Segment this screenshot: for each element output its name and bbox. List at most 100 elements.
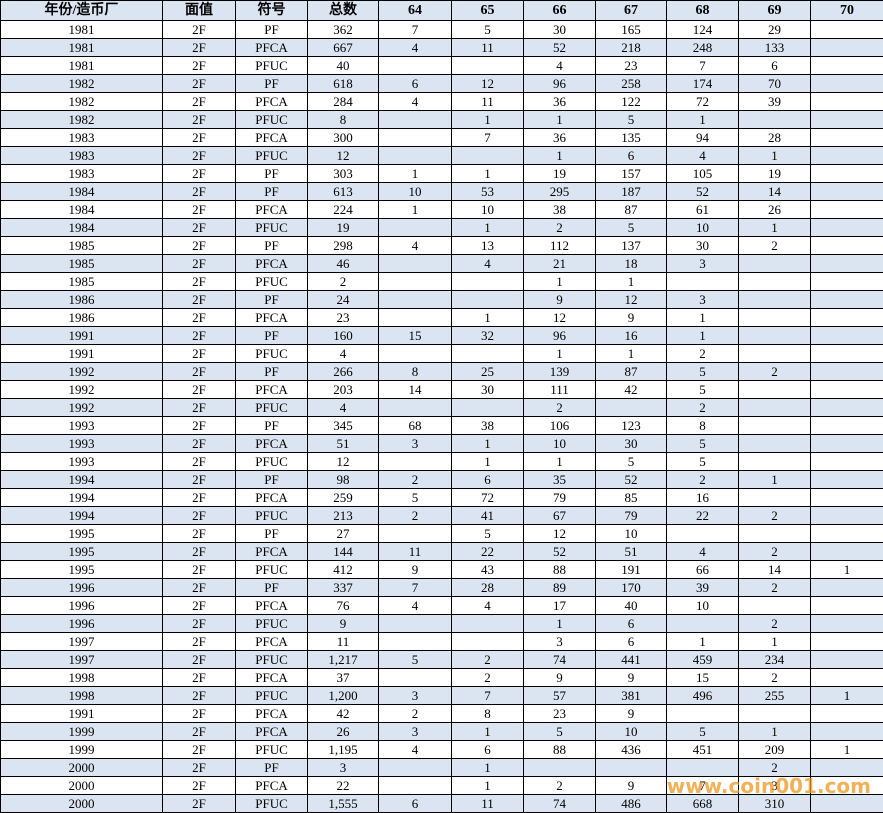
table-cell: 5 bbox=[379, 489, 452, 507]
table-cell: 19 bbox=[739, 165, 811, 183]
table-cell: 2F bbox=[163, 75, 236, 93]
table-cell: 105 bbox=[667, 165, 739, 183]
table-cell: 2F bbox=[163, 39, 236, 57]
table-cell: 1998 bbox=[1, 687, 163, 705]
table-cell: 26 bbox=[739, 201, 811, 219]
table-cell: 4 bbox=[452, 597, 524, 615]
table-cell: 1 bbox=[452, 777, 524, 795]
table-cell: 2F bbox=[163, 201, 236, 219]
table-cell: 1983 bbox=[1, 129, 163, 147]
table-cell bbox=[452, 399, 524, 417]
table-cell: 96 bbox=[524, 75, 596, 93]
table-cell: 1983 bbox=[1, 147, 163, 165]
table-cell: 300 bbox=[308, 129, 379, 147]
table-cell: 12 bbox=[308, 147, 379, 165]
table-cell: 2F bbox=[163, 651, 236, 669]
table-cell: 30 bbox=[452, 381, 524, 399]
table-cell: 144 bbox=[308, 543, 379, 561]
table-cell bbox=[739, 597, 811, 615]
table-cell: 1 bbox=[524, 273, 596, 291]
table-cell: 2 bbox=[452, 669, 524, 687]
table-cell: PFUC bbox=[236, 687, 308, 705]
table-cell: PFUC bbox=[236, 795, 308, 813]
table-cell: 1999 bbox=[1, 741, 163, 759]
table-cell: 2F bbox=[163, 183, 236, 201]
table-cell bbox=[667, 525, 739, 543]
table-cell: 5 bbox=[379, 651, 452, 669]
table-cell: 4 bbox=[308, 399, 379, 417]
table-cell: 43 bbox=[452, 561, 524, 579]
table-cell: 67 bbox=[524, 507, 596, 525]
table-cell: 46 bbox=[308, 255, 379, 273]
table-cell bbox=[379, 525, 452, 543]
table-cell bbox=[811, 651, 883, 669]
table-cell: 3 bbox=[379, 723, 452, 741]
table-cell: 2 bbox=[739, 669, 811, 687]
table-cell bbox=[811, 417, 883, 435]
table-cell: 2F bbox=[163, 417, 236, 435]
table-cell: 10 bbox=[524, 435, 596, 453]
table-cell: PF bbox=[236, 579, 308, 597]
table-cell: 85 bbox=[596, 489, 667, 507]
table-cell: 7 bbox=[379, 21, 452, 39]
table-cell: 1984 bbox=[1, 183, 163, 201]
table-cell: 8 bbox=[308, 111, 379, 129]
table-cell: 1991 bbox=[1, 705, 163, 723]
table-cell: PFUC bbox=[236, 453, 308, 471]
table-cell bbox=[379, 219, 452, 237]
table-cell bbox=[379, 291, 452, 309]
table-cell: 298 bbox=[308, 237, 379, 255]
table-cell: 224 bbox=[308, 201, 379, 219]
table-cell: 135 bbox=[596, 129, 667, 147]
table-cell: 1996 bbox=[1, 597, 163, 615]
table-cell: 28 bbox=[739, 129, 811, 147]
table-cell bbox=[379, 345, 452, 363]
table-cell: 303 bbox=[308, 165, 379, 183]
header-cell: 66 bbox=[524, 1, 596, 21]
table-cell: PFCA bbox=[236, 93, 308, 111]
table-cell: 133 bbox=[739, 39, 811, 57]
table-cell: PFCA bbox=[236, 435, 308, 453]
table-cell: 3 bbox=[667, 291, 739, 309]
table-cell: 9 bbox=[379, 561, 452, 579]
table-cell bbox=[811, 579, 883, 597]
table-cell bbox=[379, 129, 452, 147]
table-cell: 2F bbox=[163, 669, 236, 687]
table-cell: 2F bbox=[163, 687, 236, 705]
table-cell: 7 bbox=[452, 129, 524, 147]
table-cell: 5 bbox=[596, 111, 667, 129]
table-cell: 1 bbox=[452, 309, 524, 327]
table-cell bbox=[452, 291, 524, 309]
table-cell: 2 bbox=[308, 273, 379, 291]
table-cell: 2000 bbox=[1, 759, 163, 777]
table-cell bbox=[524, 759, 596, 777]
table-cell: 2 bbox=[379, 507, 452, 525]
table-cell: PFUC bbox=[236, 651, 308, 669]
table-cell: PFCA bbox=[236, 543, 308, 561]
table-cell: 6 bbox=[596, 633, 667, 651]
table-cell: 1992 bbox=[1, 381, 163, 399]
table-cell: PFUC bbox=[236, 219, 308, 237]
table-cell: 1984 bbox=[1, 201, 163, 219]
table-cell bbox=[379, 633, 452, 651]
table-cell: 2F bbox=[163, 705, 236, 723]
table-cell: 52 bbox=[524, 39, 596, 57]
table-cell bbox=[811, 363, 883, 381]
table-cell: PF bbox=[236, 237, 308, 255]
table-cell bbox=[667, 615, 739, 633]
table-cell: 15 bbox=[379, 327, 452, 345]
table-cell: 11 bbox=[452, 39, 524, 57]
table-cell: 258 bbox=[596, 75, 667, 93]
table-cell: 1 bbox=[739, 633, 811, 651]
table-cell: PF bbox=[236, 183, 308, 201]
table-cell: 1,200 bbox=[308, 687, 379, 705]
table-cell: 37 bbox=[308, 669, 379, 687]
